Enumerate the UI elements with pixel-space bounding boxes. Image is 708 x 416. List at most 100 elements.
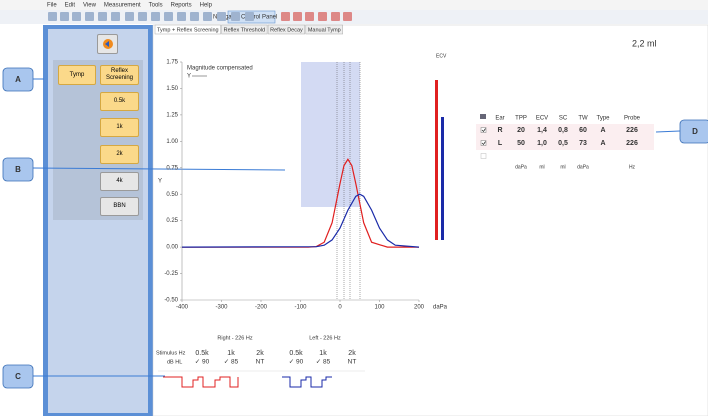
- callout-box: [2, 364, 34, 389]
- x-tick-label: 200: [414, 305, 425, 311]
- menu-item[interactable]: Tools: [149, 3, 163, 9]
- stimulus-button[interactable]: BBN: [100, 197, 139, 216]
- mode-button[interactable]: Tymp: [58, 65, 96, 85]
- stimulus-button[interactable]: 0.5k: [100, 92, 139, 111]
- menu-item[interactable]: Help: [200, 3, 213, 9]
- chart-annotation: Y: [187, 74, 191, 80]
- toolbar-icon[interactable]: [190, 12, 199, 21]
- table-cell: 226: [626, 127, 638, 134]
- table-header: SC: [559, 116, 568, 122]
- toolbar-icon[interactable]: [177, 12, 186, 21]
- frequency: 2k: [256, 350, 264, 357]
- y-tick-label: -0.25: [164, 271, 178, 277]
- toolbar-icon[interactable]: [85, 12, 94, 21]
- ecv-bar-right: [435, 80, 438, 240]
- toolbar-icon[interactable]: [281, 12, 290, 21]
- toolbar-icon[interactable]: [203, 12, 212, 21]
- toolbar-icon[interactable]: [125, 12, 134, 21]
- menu-item[interactable]: Edit: [65, 3, 76, 9]
- toolbar-icon[interactable]: [217, 12, 226, 21]
- checkbox[interactable]: [480, 127, 487, 133]
- frequency: 2k: [348, 350, 356, 357]
- toolbar-icon[interactable]: [138, 12, 147, 21]
- toolbar-icon[interactable]: [98, 12, 107, 21]
- ear-title: Left - 226 Hz: [309, 335, 341, 341]
- ecv-label: ECV: [436, 53, 447, 59]
- control-panel-label[interactable]: Control Panel: [241, 15, 277, 21]
- toolbar-icon[interactable]: [245, 12, 254, 21]
- menu-item[interactable]: View: [83, 3, 97, 9]
- tab-label[interactable]: Reflex Decay: [270, 27, 303, 33]
- menu-bar: [0, 0, 708, 10]
- unit-label: ml: [560, 164, 565, 170]
- menu-item[interactable]: File: [47, 3, 57, 9]
- y-tick-label: 0.50: [166, 192, 178, 198]
- toolbar-icon[interactable]: [60, 12, 69, 21]
- tab[interactable]: [154, 24, 221, 35]
- table-cell: 1,0: [537, 140, 547, 147]
- y-tick-label: 0.25: [166, 218, 178, 224]
- print-icon[interactable]: [480, 114, 486, 119]
- work-area: [152, 24, 708, 416]
- menu-item[interactable]: Measurement: [104, 3, 141, 9]
- checkbox[interactable]: [480, 140, 487, 146]
- toolbar-icon[interactable]: [293, 12, 302, 21]
- toolbar-icon[interactable]: [231, 12, 240, 21]
- x-tick-label: -400: [176, 305, 189, 311]
- frequency: 0.5k: [289, 350, 303, 357]
- tab[interactable]: [267, 24, 306, 35]
- y-tick-label: 1.25: [166, 112, 178, 118]
- y-tick-label: -0.50: [164, 298, 178, 304]
- toolbar-icon[interactable]: [305, 12, 314, 21]
- stimulus-button[interactable]: 2k: [100, 145, 139, 164]
- callout-box: [2, 157, 34, 182]
- unit-label: daPa: [515, 164, 527, 170]
- normal-region: [301, 62, 360, 207]
- table-cell: L: [498, 140, 503, 147]
- toolbar-icon[interactable]: [343, 12, 352, 21]
- reflex-result: ✓ 85: [224, 359, 239, 366]
- reflex-trace-left: [282, 376, 332, 388]
- mode-button[interactable]: Reflex Screening: [100, 65, 139, 85]
- toolbar-icon[interactable]: [111, 12, 120, 21]
- table-cell: R: [497, 127, 502, 134]
- toolbar-icon[interactable]: [164, 12, 173, 21]
- tab-label[interactable]: Reflex Threshold: [224, 27, 265, 33]
- check: [481, 141, 486, 146]
- tab-label[interactable]: Manual Tymp: [308, 27, 341, 33]
- tab[interactable]: [221, 24, 268, 35]
- table-cell: 60: [579, 127, 587, 134]
- level-label: dB HL: [167, 359, 182, 365]
- table-header: Ear: [495, 116, 504, 122]
- reflex-result: ✓ 90: [289, 359, 304, 366]
- stimulus-button[interactable]: 1k: [100, 118, 139, 137]
- menu-item[interactable]: Reports: [171, 3, 192, 9]
- tab-label[interactable]: Tymp + Reflex Screening: [157, 27, 219, 33]
- callout-box: [2, 67, 34, 92]
- toolbar-icon[interactable]: [318, 12, 327, 21]
- stimulus-label: Stimulus Hz: [156, 350, 186, 356]
- stimulus-button[interactable]: 4k: [100, 172, 139, 191]
- checkbox[interactable]: [480, 153, 487, 159]
- toolbar-icon[interactable]: [331, 12, 340, 21]
- toolbar-icon[interactable]: [48, 12, 57, 21]
- table-header: Probe: [624, 116, 641, 122]
- table-cell: 0,8: [558, 127, 568, 134]
- toolbar-icon[interactable]: [151, 12, 160, 21]
- reflex-trace-right: [163, 376, 239, 388]
- y-tick-label: 1.00: [166, 139, 178, 145]
- callout-box: [679, 119, 708, 144]
- toolbar-icon[interactable]: [72, 12, 81, 21]
- reflex-result: NT: [256, 359, 265, 366]
- check: [481, 128, 486, 133]
- ear-title: Right - 226 Hz: [217, 335, 252, 341]
- table-cell: A: [600, 127, 605, 134]
- back-button[interactable]: [97, 34, 118, 54]
- frequency: 1k: [319, 350, 327, 357]
- tab[interactable]: [305, 24, 343, 35]
- callout-line: [655, 130, 681, 133]
- unit-label: daPa: [577, 164, 589, 170]
- frequency: 0.5k: [195, 350, 209, 357]
